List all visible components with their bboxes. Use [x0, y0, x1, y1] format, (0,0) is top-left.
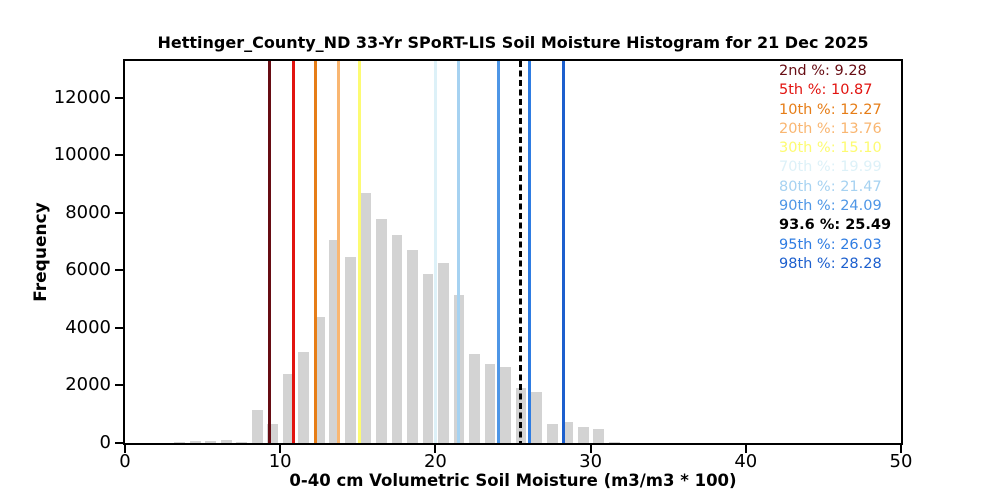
percentile-line-70th [433, 61, 437, 443]
y-tick-label: 10000 [53, 144, 111, 166]
percentile-line-5th [292, 61, 296, 443]
histogram-bar [298, 351, 310, 443]
legend-entry-93.6: 93.6 %: 25.49 [779, 217, 892, 234]
x-tick [744, 445, 747, 453]
legend-entry-80th: 80th %: 21.47 [779, 178, 882, 195]
histogram-bar [608, 441, 620, 443]
percentile-line-93.6 [519, 61, 523, 443]
x-tick [279, 445, 282, 453]
plot-area [123, 59, 903, 445]
y-tick [115, 384, 123, 387]
histogram-bar [189, 441, 201, 443]
percentile-legend: 2nd %: 9.28 5th %: 10.87 10th %: 12.27 20th… [779, 62, 891, 274]
histogram-bar [251, 409, 263, 443]
x-tick-label: 20 [423, 451, 447, 472]
percentile-line-10th [313, 61, 317, 443]
histogram-bar [236, 441, 248, 443]
y-tick [115, 326, 123, 329]
histogram-bar [205, 441, 217, 443]
histogram-bar [469, 353, 480, 443]
x-tick-label: 40 [734, 451, 758, 472]
y-tick [115, 269, 123, 272]
y-tick-label: 0 [99, 432, 111, 453]
histogram-bar [282, 373, 294, 443]
legend-entry-5th: 5th %: 10.87 [779, 82, 873, 99]
legend-entry-95th: 95th %: 26.03 [779, 236, 882, 253]
histogram-bar [174, 441, 186, 443]
histogram-bar [267, 424, 279, 443]
histogram-bar [484, 364, 496, 443]
percentile-line-90th [497, 61, 501, 443]
histogram-bar [407, 250, 418, 443]
legend-entry-30th: 30th %: 15.10 [779, 140, 882, 157]
y-tick [115, 96, 123, 99]
histogram-bar [376, 218, 387, 443]
x-tick [124, 445, 126, 453]
x-tick [900, 445, 902, 453]
legend-entry-70th: 70th %: 19.99 [779, 159, 882, 176]
x-tick-label: 50 [889, 451, 913, 472]
histogram-bar [422, 274, 434, 443]
y-tick-label: 6000 [65, 259, 111, 281]
histogram-bar [546, 423, 558, 443]
histogram-bar [577, 427, 589, 443]
x-tick [434, 445, 437, 453]
y-tick-label: 12000 [53, 86, 111, 108]
percentile-line-30th [357, 61, 361, 443]
histogram-bar [360, 192, 372, 443]
histogram-bar [593, 428, 605, 443]
legend-entry-20th: 20th %: 13.76 [779, 120, 882, 137]
histogram-bar [531, 391, 543, 443]
x-axis-label: 0-40 cm Volumetric Soil Moisture (m3/m3 … [289, 471, 737, 490]
percentile-line-80th [456, 61, 460, 443]
percentile-line-98th [562, 61, 566, 443]
y-tick [115, 442, 123, 444]
histogram-bar [500, 366, 511, 443]
histogram-bar [562, 422, 574, 443]
histogram-bar [391, 235, 403, 443]
x-tick [589, 445, 592, 453]
histogram-bar [344, 257, 356, 443]
chart-title: Hettinger_County_ND 33-Yr SPoRT-LIS Soil… [157, 33, 869, 52]
legend-entry-10th: 10th %: 12.27 [779, 101, 882, 118]
histogram-bar [438, 263, 449, 443]
percentile-line-20th [337, 61, 341, 443]
histogram-bar [220, 440, 232, 443]
x-tick-label: 0 [119, 451, 131, 472]
x-tick-label: 10 [268, 451, 292, 472]
histogram-bar [313, 317, 325, 443]
y-tick-label: 2000 [65, 374, 111, 396]
legend-entry-98th: 98th %: 28.28 [779, 255, 882, 272]
percentile-line-2nd [267, 61, 271, 443]
y-tick [115, 211, 123, 214]
y-tick-label: 4000 [65, 316, 111, 338]
y-tick-label: 8000 [65, 201, 111, 223]
histogram-bar [329, 240, 341, 443]
legend-entry-90th: 90th %: 24.09 [779, 198, 882, 215]
y-tick [115, 154, 123, 157]
x-tick-label: 30 [579, 451, 603, 472]
legend-entry-2nd: 2nd %: 9.28 [779, 63, 867, 79]
percentile-line-95th [527, 61, 531, 443]
